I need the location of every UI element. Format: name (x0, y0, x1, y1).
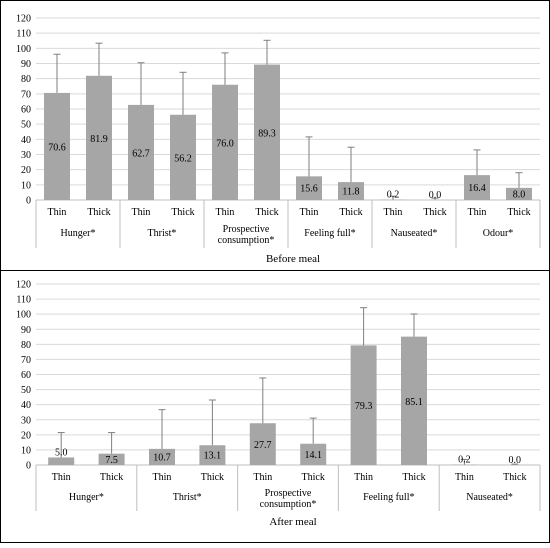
x-tick-label: Thin (52, 472, 71, 483)
x-tick-label: Thick (423, 207, 446, 218)
group-label: Feeling full* (304, 228, 355, 239)
y-tick-label: 80 (21, 74, 31, 85)
y-tick-label: 40 (21, 400, 31, 411)
data-label: 70.6 (48, 142, 66, 153)
y-tick-label: 0 (26, 461, 31, 472)
y-tick-label: 110 (16, 295, 31, 306)
data-label: 76.0 (216, 138, 234, 149)
x-tick-label: Thick (201, 472, 224, 483)
y-tick-label: 0 (26, 196, 31, 207)
data-label: 13.1 (204, 451, 222, 462)
data-label: 0.2 (458, 455, 471, 466)
group-label: Thrist* (173, 492, 202, 503)
data-label: 0.0 (429, 190, 442, 201)
data-label: 27.7 (254, 440, 272, 451)
y-tick-label: 80 (21, 340, 31, 351)
data-label: 5.0 (55, 447, 68, 458)
group-label-line: Prospective (223, 224, 270, 235)
data-label: 14.1 (304, 450, 322, 461)
x-tick-label: Thin (132, 207, 151, 218)
y-tick-label: 10 (21, 445, 31, 456)
y-tick-label: 90 (21, 325, 31, 336)
data-label: 16.4 (468, 183, 486, 194)
x-tick-label: Thin (253, 472, 272, 483)
group-label-line: consumption* (218, 235, 275, 246)
x-tick-label: Thick (255, 207, 278, 218)
x-tick-label: Thin (354, 472, 373, 483)
bar-hunger-thin (48, 457, 74, 465)
x-tick-label: Thick (100, 472, 123, 483)
group-label: Hunger* (69, 492, 104, 503)
group-label: Hunger* (61, 228, 96, 239)
y-tick-label: 60 (21, 105, 31, 116)
group-label: Odour* (483, 228, 514, 239)
data-label: 89.3 (258, 128, 276, 139)
y-tick-label: 30 (21, 415, 31, 426)
data-label: 79.3 (355, 401, 373, 412)
data-label: 0.0 (509, 455, 522, 466)
y-tick-label: 70 (21, 89, 31, 100)
x-tick-label: Thin (468, 207, 487, 218)
group-label: Nauseated* (391, 228, 438, 239)
x-tick-label: Thick (87, 207, 110, 218)
x-tick-label: Thick (339, 207, 362, 218)
data-label: 81.9 (90, 134, 108, 145)
group-label: Feeling full* (363, 492, 414, 503)
x-tick-label: Thick (503, 472, 526, 483)
group-label: Nauseated* (466, 492, 513, 503)
y-tick-label: 10 (21, 180, 31, 191)
data-label: 56.2 (174, 153, 192, 164)
x-tick-label: Thick (171, 207, 194, 218)
data-label: 15.6 (300, 184, 318, 195)
group-label-line: consumption* (260, 499, 317, 510)
x-tick-label: Thick (507, 207, 530, 218)
chart-title: Before meal (266, 253, 320, 265)
x-tick-label: Thin (48, 207, 67, 218)
y-tick-label: 40 (21, 135, 31, 146)
x-tick-label: Thin (216, 207, 235, 218)
x-tick-label: Thick (302, 472, 325, 483)
y-tick-label: 110 (16, 29, 31, 40)
data-label: 11.8 (342, 187, 359, 198)
data-label: 85.1 (405, 397, 423, 408)
y-tick-label: 100 (16, 310, 31, 321)
y-tick-label: 120 (16, 14, 31, 25)
data-label: 0.2 (387, 190, 400, 201)
group-label: Thrist* (148, 228, 177, 239)
y-tick-label: 50 (21, 120, 31, 131)
y-tick-label: 60 (21, 370, 31, 381)
y-tick-label: 90 (21, 59, 31, 70)
y-tick-label: 50 (21, 385, 31, 396)
chart-title: After meal (269, 516, 316, 528)
x-tick-label: Thin (153, 472, 172, 483)
x-tick-label: Thin (300, 207, 319, 218)
y-tick-label: 30 (21, 150, 31, 161)
data-label: 62.7 (132, 148, 150, 159)
data-label: 8.0 (513, 189, 526, 200)
y-tick-label: 20 (21, 430, 31, 441)
group-label-line: Prospective (265, 488, 312, 499)
data-label: 7.5 (105, 455, 118, 466)
data-label: 10.7 (153, 452, 171, 463)
y-tick-label: 70 (21, 355, 31, 366)
y-tick-label: 100 (16, 44, 31, 55)
x-tick-label: Thick (402, 472, 425, 483)
x-tick-label: Thin (384, 207, 403, 218)
y-tick-label: 120 (16, 280, 31, 291)
y-tick-label: 20 (21, 165, 31, 176)
x-tick-label: Thin (455, 472, 474, 483)
